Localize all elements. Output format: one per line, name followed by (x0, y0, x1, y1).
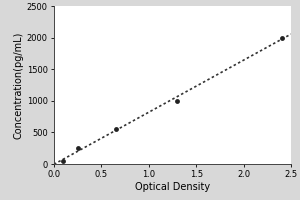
X-axis label: Optical Density: Optical Density (135, 182, 210, 192)
Point (75, 147, 80, 150)
Point (113, 128, 118, 131)
Point (61, 159, 66, 162)
Point (279, 36, 284, 39)
Y-axis label: Concentration(pg/mL): Concentration(pg/mL) (14, 31, 24, 139)
Point (175, 99, 180, 102)
